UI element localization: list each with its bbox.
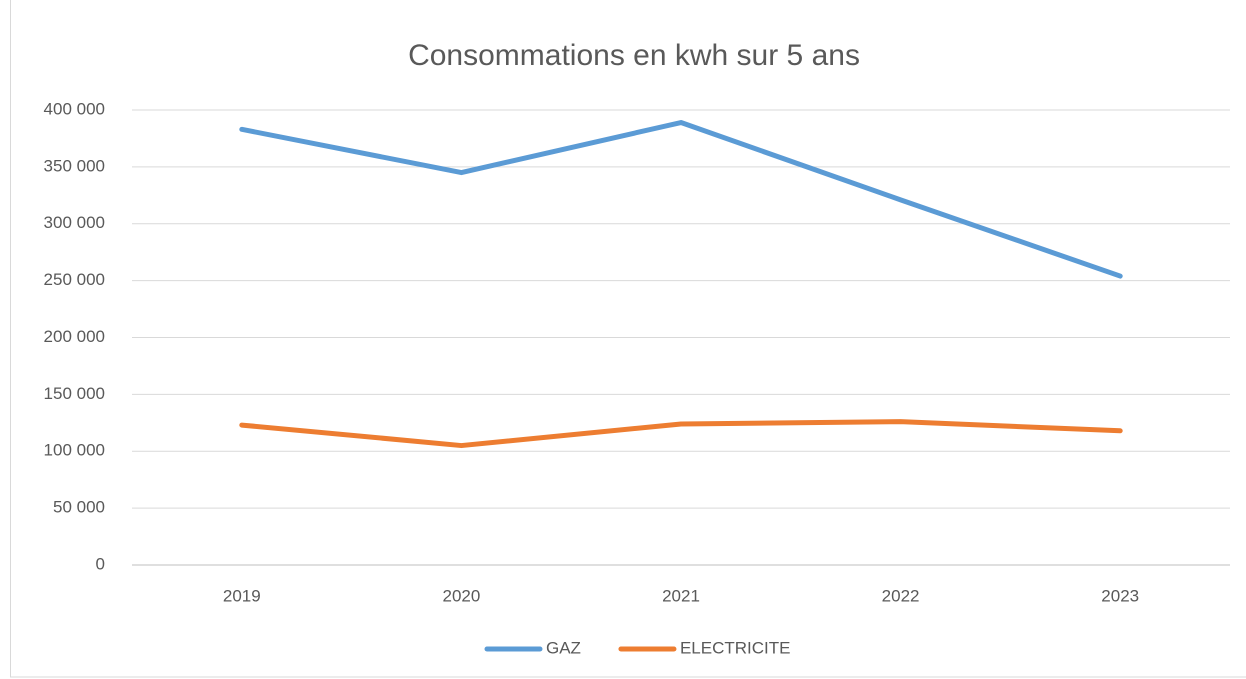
- x-tick-label: 2022: [882, 586, 920, 605]
- x-tick-label: 2023: [1101, 586, 1139, 605]
- y-tick-label: 100 000: [44, 441, 105, 460]
- y-tick-label: 300 000: [44, 213, 105, 232]
- legend-label: ELECTRICITE: [680, 638, 791, 657]
- y-tick-label: 250 000: [44, 270, 105, 289]
- legend-label: GAZ: [546, 638, 581, 657]
- chart-title: Consommations en kwh sur 5 ans: [408, 39, 860, 72]
- x-tick-label: 2020: [442, 586, 480, 605]
- x-tick-label: 2019: [223, 586, 261, 605]
- y-tick-label: 150 000: [44, 384, 105, 403]
- y-tick-label: 350 000: [44, 156, 105, 175]
- y-tick-label: 0: [96, 554, 105, 573]
- y-tick-label: 50 000: [53, 498, 105, 517]
- x-tick-label: 2021: [662, 586, 700, 605]
- series-line: [239, 120, 1123, 279]
- chart-border: [10, 0, 1246, 678]
- y-tick-label: 400 000: [44, 99, 105, 118]
- series-line: [239, 419, 1123, 449]
- y-tick-label: 200 000: [44, 327, 105, 346]
